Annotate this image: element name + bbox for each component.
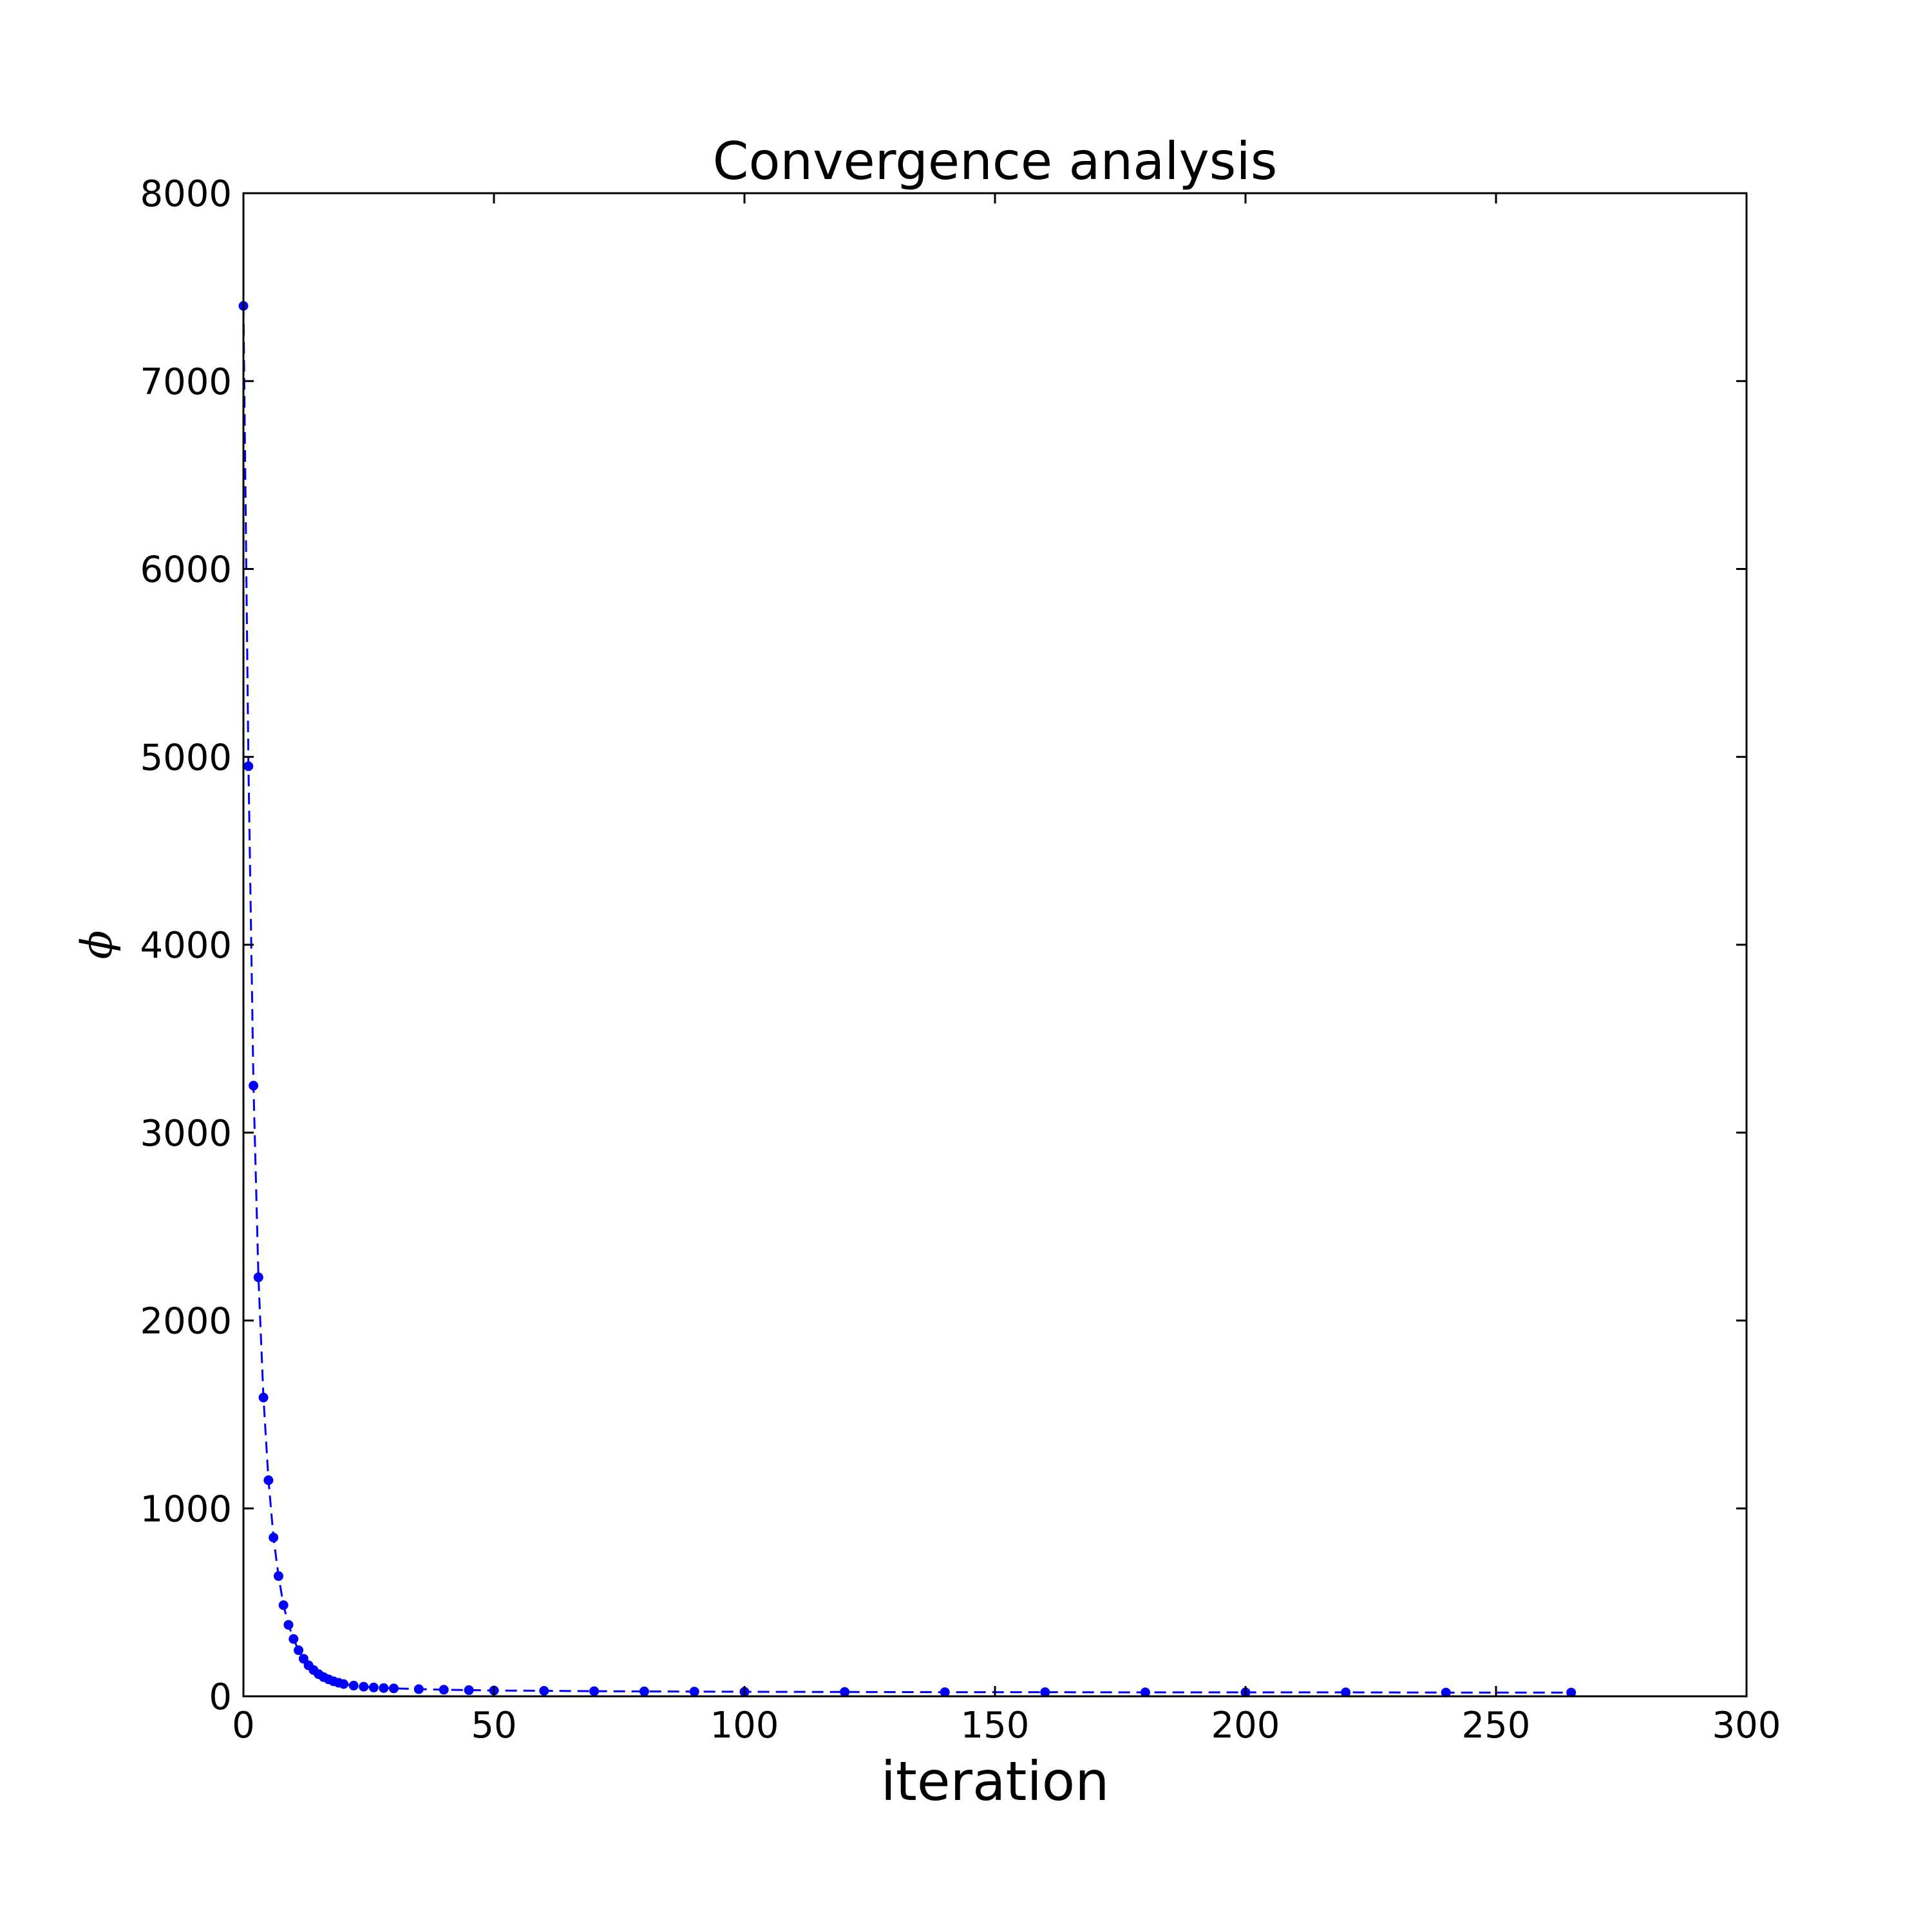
- x-tick-label-5: 250: [1462, 1705, 1531, 1747]
- data-point-0-10: [289, 1634, 299, 1644]
- data-point-0-24: [379, 1683, 389, 1693]
- y-tick-label-6: 6000: [140, 549, 232, 591]
- y-tick-label-7: 7000: [140, 361, 232, 403]
- data-point-0-9: [283, 1620, 294, 1630]
- data-point-0-3: [253, 1272, 263, 1282]
- data-point-0-27: [439, 1685, 449, 1695]
- data-point-0-2: [249, 1081, 259, 1091]
- y-tick-label-8: 8000: [140, 173, 232, 215]
- data-point-0-21: [348, 1680, 359, 1690]
- data-point-0-30: [539, 1686, 549, 1696]
- data-point-0-28: [464, 1685, 474, 1695]
- x-tick-label-4: 200: [1211, 1705, 1280, 1747]
- data-point-0-25: [388, 1683, 399, 1694]
- data-point-0-20: [339, 1679, 349, 1689]
- data-point-0-33: [689, 1687, 699, 1697]
- x-tick-label-6: 300: [1712, 1705, 1781, 1747]
- x-tick-label-0: 0: [232, 1705, 255, 1747]
- axis-ticks: 0 50 100 150 200 250 3000100020003000400050006…: [140, 173, 1781, 1747]
- y-tick-label-0: 0: [209, 1676, 232, 1718]
- data-point-0-6: [269, 1533, 279, 1542]
- y-tick-label-1: 1000: [140, 1488, 232, 1530]
- y-tick-label-5: 5000: [140, 737, 232, 779]
- data-point-0-23: [368, 1682, 379, 1692]
- plot-marks: [238, 301, 1577, 1698]
- x-tick-label-2: 100: [710, 1705, 779, 1747]
- data-point-0-12: [298, 1654, 308, 1664]
- y-tick-label-2: 2000: [140, 1301, 232, 1343]
- data-point-0-26: [413, 1684, 424, 1694]
- y-axis-label: ϕ: [72, 931, 122, 960]
- plot-frame: [242, 192, 1748, 1698]
- y-tick-label-4: 4000: [140, 925, 232, 967]
- data-point-0-35: [840, 1687, 850, 1697]
- data-point-0-8: [278, 1600, 289, 1610]
- data-point-0-22: [359, 1681, 369, 1692]
- x-axis-label: iteration: [881, 1750, 1110, 1813]
- series-line-0: [242, 305, 1571, 1694]
- data-point-0-31: [589, 1686, 600, 1696]
- data-point-0-1: [243, 761, 254, 772]
- data-point-0-11: [294, 1645, 304, 1655]
- y-tick-label-3: 3000: [140, 1113, 232, 1155]
- data-point-0-32: [639, 1686, 649, 1696]
- data-point-0-4: [258, 1392, 269, 1403]
- data-point-0-5: [263, 1475, 274, 1485]
- x-tick-label-1: 50: [471, 1705, 516, 1747]
- chart-title: Convergence analysis: [713, 131, 1278, 191]
- x-tick-label-3: 150: [961, 1705, 1030, 1747]
- data-point-0-7: [274, 1571, 283, 1581]
